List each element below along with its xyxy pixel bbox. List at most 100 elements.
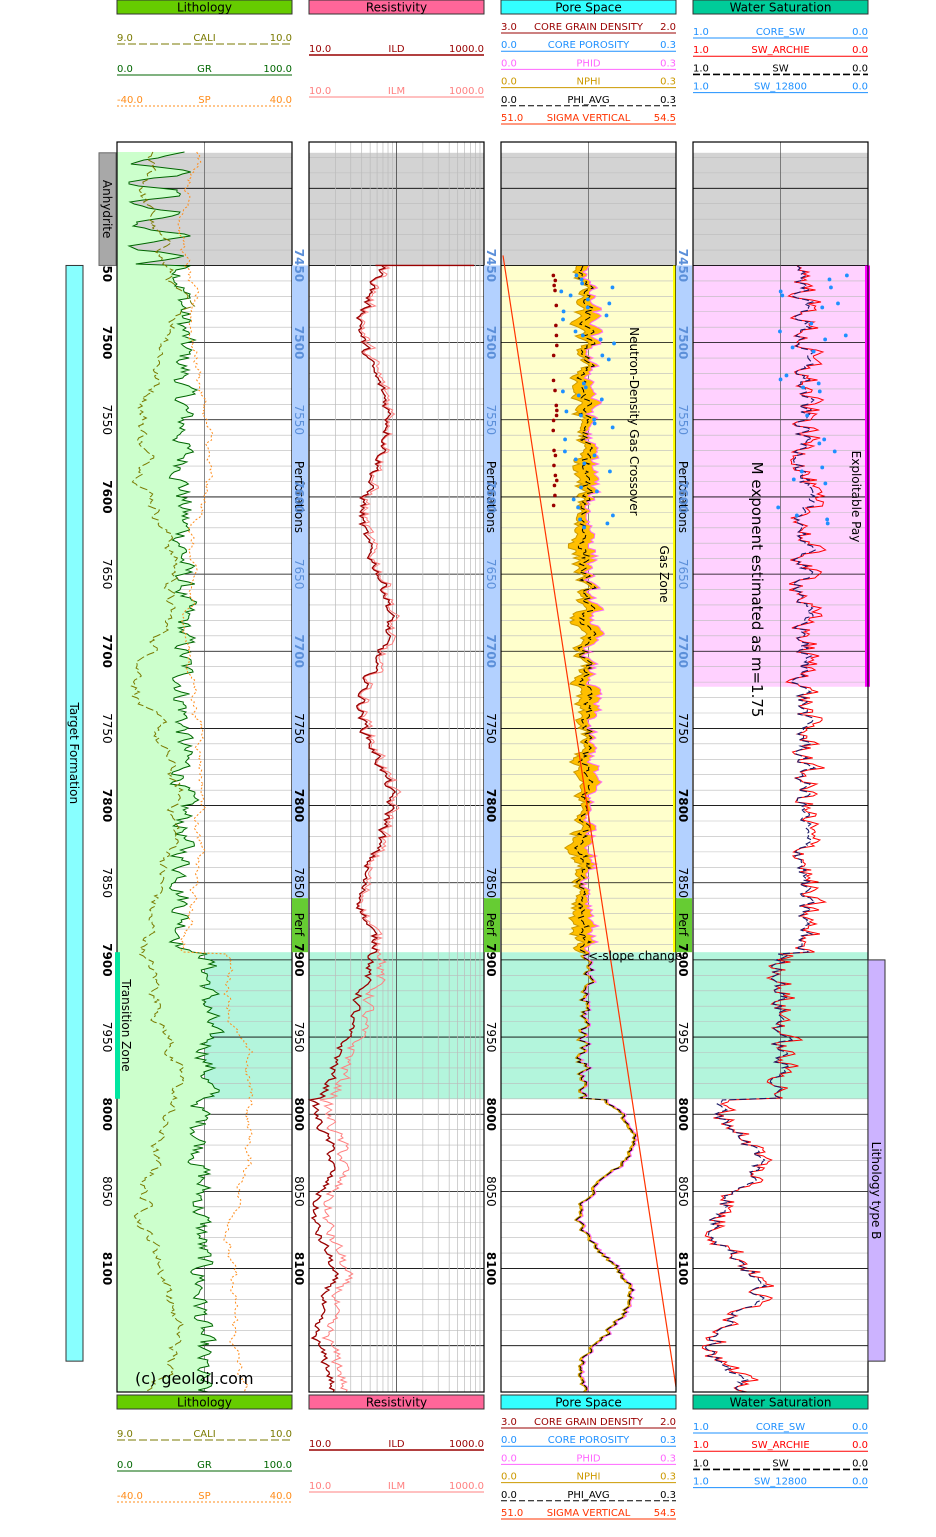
copyright-label: (c) geoloil.com bbox=[135, 1369, 254, 1388]
core-porosity-point bbox=[599, 397, 604, 402]
core-sw-point bbox=[805, 413, 810, 418]
legend-curve-name: GR bbox=[197, 64, 212, 75]
depth-tick-label: 7550 bbox=[676, 405, 690, 436]
depth-tick-label: 7700 bbox=[292, 635, 306, 668]
legend-right-value: 1000.0 bbox=[449, 86, 484, 97]
legend-curve-name: PHID bbox=[576, 58, 600, 69]
depth-tick-label: 7600 bbox=[100, 480, 114, 513]
perforation-interval bbox=[484, 898, 500, 953]
depth-tick-label: 7550 bbox=[100, 405, 114, 436]
depth-tick-label: 7550 bbox=[292, 405, 306, 436]
legend-right-value: 100.0 bbox=[263, 1460, 292, 1471]
legend-entry: 9.0 CALI 10.0 bbox=[117, 33, 292, 45]
legend-curve-name: SW_ARCHIE bbox=[751, 45, 809, 56]
legend-right-value: 54.5 bbox=[654, 113, 676, 124]
track-header-water_saturation-top: Water Saturation 1.0 CORE_SW 0.0 1.0 SW_ARCHI… bbox=[692, 0, 869, 94]
core-sw-point bbox=[799, 469, 804, 474]
depth-tick-label: 8050 bbox=[100, 1176, 114, 1207]
anhydrite-box bbox=[98, 152, 117, 266]
depth-tick-label: 7700 bbox=[676, 635, 690, 668]
legend-entry: 0.0 PHID 0.3 bbox=[501, 58, 676, 70]
legend-right-value: 40.0 bbox=[270, 95, 292, 106]
core-grain-density-point bbox=[554, 343, 559, 348]
core-porosity-point bbox=[571, 497, 576, 502]
core-sw-point bbox=[801, 385, 806, 390]
core-grain-density-point bbox=[554, 303, 559, 308]
core-sw-point bbox=[778, 289, 783, 294]
core-porosity-point bbox=[563, 449, 567, 454]
legend-entry: 1.0 SW_12800 0.0 bbox=[693, 1477, 868, 1489]
legend-left-value: 0.0 bbox=[501, 1490, 517, 1501]
depth-tick-label: 8100 bbox=[100, 1252, 114, 1285]
core-porosity-point bbox=[585, 305, 590, 310]
legend-entry: -40.0 SP 40.0 bbox=[117, 95, 292, 107]
core-sw-point bbox=[820, 465, 825, 470]
legend-entry: -40.0 SP 40.0 bbox=[117, 1491, 292, 1503]
depth-tick-label: 7800 bbox=[676, 789, 690, 822]
core-sw-point bbox=[825, 521, 830, 526]
legend-curve-name: CORE POROSITY bbox=[548, 1435, 630, 1446]
core-porosity-point bbox=[598, 337, 603, 342]
core-sw-point bbox=[827, 277, 832, 282]
legend-right-value: 0.3 bbox=[660, 1435, 676, 1446]
legend-left-value: -40.0 bbox=[117, 1491, 143, 1502]
legend-curve-name: SW bbox=[772, 63, 788, 74]
core-porosity-point bbox=[573, 329, 578, 334]
legend-entry: 1.0 SW 0.0 bbox=[693, 1458, 868, 1471]
legend-curve-name: ILD bbox=[388, 1439, 405, 1450]
ilm-curve bbox=[319, 265, 402, 1393]
depth-tick-label: 7600 bbox=[292, 480, 306, 513]
depth-tick-label: 7500 bbox=[100, 326, 114, 359]
legend-entry: 0.0 NPHI 0.3 bbox=[501, 77, 676, 89]
legend-right-value: 0.3 bbox=[660, 1453, 676, 1464]
depth-tick-label: 7750 bbox=[484, 713, 498, 744]
core-sw-point bbox=[791, 477, 796, 482]
core-porosity-point bbox=[583, 385, 588, 390]
legend-curve-name: SW_ARCHIE bbox=[751, 1440, 809, 1451]
core-porosity-point bbox=[579, 485, 583, 490]
legend-right-value: 0.0 bbox=[852, 1458, 868, 1469]
legend-left-value: 0.0 bbox=[117, 64, 133, 75]
core-porosity-point bbox=[592, 417, 597, 422]
depth-tick-label: 8100 bbox=[292, 1252, 306, 1285]
depth-tick-label: 7450 bbox=[676, 249, 690, 282]
legend-right-value: 0.3 bbox=[660, 77, 676, 88]
lithology-type-b-label: Lithology type B bbox=[869, 1142, 883, 1240]
legend-curve-name: GR bbox=[197, 1460, 212, 1471]
depth-tick-label: 7500 bbox=[676, 326, 690, 359]
track-title: Pore Space bbox=[555, 1, 622, 15]
legend-right-value: 0.0 bbox=[852, 82, 868, 93]
core-porosity-point bbox=[610, 285, 615, 290]
legend-right-value: 0.3 bbox=[660, 95, 676, 106]
legend-curve-name: NPHI bbox=[577, 1472, 601, 1483]
core-sw-point bbox=[817, 441, 822, 446]
depth-tick-label: 7900 bbox=[100, 943, 114, 976]
core-porosity-point bbox=[585, 297, 590, 302]
transition-zone-band bbox=[205, 952, 292, 1099]
core-grain-density-point bbox=[552, 483, 557, 488]
legend-entry: 10.0 ILM 1000.0 bbox=[309, 1481, 484, 1493]
legend-left-value: 1.0 bbox=[693, 27, 709, 38]
track-grid bbox=[308, 142, 485, 1392]
track-title: Resistivity bbox=[366, 1, 427, 15]
core-sw-point bbox=[778, 377, 783, 382]
core-sw-point bbox=[794, 513, 799, 518]
depth-tick-label: 7850 bbox=[100, 867, 114, 898]
core-sw-point bbox=[832, 449, 837, 454]
core-porosity-point bbox=[606, 357, 611, 362]
legend-curve-name: SIGMA VERTICAL bbox=[547, 1508, 631, 1519]
phi-avg-curve bbox=[573, 265, 637, 1393]
legend-left-value: -40.0 bbox=[117, 95, 143, 106]
legend-left-value: 0.0 bbox=[501, 40, 517, 51]
core-sw-points bbox=[776, 273, 849, 526]
track-title-box bbox=[692, 1394, 869, 1410]
core-sw-point bbox=[780, 293, 785, 298]
core-grain-density-point bbox=[554, 323, 558, 328]
perforation-interval bbox=[484, 265, 500, 899]
legend-curve-name: SP bbox=[198, 1491, 210, 1502]
core-sw-point bbox=[825, 517, 830, 522]
core-grain-density-point bbox=[551, 503, 556, 508]
legend-right-value: 0.3 bbox=[660, 1490, 676, 1501]
legend-curve-name: ILM bbox=[388, 86, 405, 97]
